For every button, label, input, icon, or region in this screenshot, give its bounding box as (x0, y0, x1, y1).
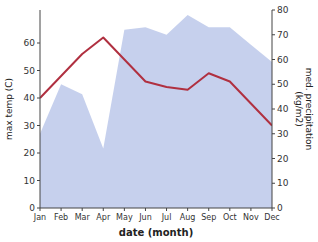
y2-tick-label: 10 (277, 178, 289, 188)
x-tick-label: Jun (138, 213, 152, 222)
x-tick-label: Jan (33, 213, 46, 222)
plot-area (40, 15, 272, 208)
precip-area (40, 15, 272, 208)
x-tick-label: May (116, 213, 133, 222)
y2-tick-label: 50 (277, 79, 289, 89)
y-tick-label: 50 (24, 66, 36, 76)
y2-tick (272, 158, 275, 159)
y-tick-label: 10 (24, 176, 36, 186)
x-tick (272, 208, 273, 211)
y2-tick-label: 60 (277, 55, 289, 65)
x-tick-label: Feb (54, 213, 68, 222)
x-tick-label: Aug (180, 213, 196, 222)
y2-tick (272, 59, 275, 60)
y2-tick (272, 133, 275, 134)
y2-tick-label: 40 (277, 104, 289, 114)
x-tick-label: Mar (75, 213, 91, 222)
y2-axis-label-line: med. precipitation (304, 68, 314, 150)
x-tick (250, 208, 251, 211)
x-axis-label: date (month) (119, 227, 193, 238)
x-tick-label: Apr (96, 213, 111, 222)
y-axis-label: max temp (C) (4, 78, 14, 140)
y2-tick-label: 0 (277, 203, 283, 213)
y2-tick-label: 20 (277, 154, 289, 164)
x-tick (208, 208, 209, 211)
x-tick (61, 208, 62, 211)
y-tick-label: 40 (24, 93, 36, 103)
x-tick-label: Jul (161, 213, 172, 222)
x-tick-label: Dec (264, 213, 279, 222)
y2-axis-label-line: (kg/m2) (294, 91, 304, 126)
y2-tick (272, 10, 275, 11)
x-tick (166, 208, 167, 211)
y-tick-label: 0 (29, 203, 35, 213)
y-tick (37, 70, 40, 71)
y2-tick (272, 183, 275, 184)
y2-tick-label: 80 (277, 5, 289, 15)
y-tick-label: 30 (24, 121, 36, 131)
y2-tick-label: 70 (277, 30, 289, 40)
x-tick-label: Oct (223, 213, 237, 222)
y-tick (37, 180, 40, 181)
x-tick (187, 208, 188, 211)
x-tick-label: Sep (201, 213, 216, 222)
temp-line (40, 38, 272, 126)
y2-axis-label: med. precipitation(kg/m2) (294, 68, 314, 150)
x-tick (124, 208, 125, 211)
x-tick-label: Nov (243, 213, 259, 222)
y-axis-line (40, 10, 41, 208)
x-tick (40, 208, 41, 211)
y-tick (37, 125, 40, 126)
y2-tick (272, 109, 275, 110)
x-axis-line (40, 208, 272, 209)
x-tick (229, 208, 230, 211)
y-tick (37, 43, 40, 44)
chart: 0 10 20 30 40 50 60 0 10 20 30 40 50 60 70 80 Jan Feb Mar A… (0, 0, 318, 242)
y2-tick-label: 30 (277, 129, 289, 139)
y-tick-label: 60 (24, 38, 36, 48)
x-tick (145, 208, 146, 211)
y-tick (37, 98, 40, 99)
y-tick (37, 153, 40, 154)
y-tick-label: 20 (24, 148, 36, 158)
x-tick (82, 208, 83, 211)
y2-tick (272, 84, 275, 85)
x-tick (103, 208, 104, 211)
y2-tick (272, 34, 275, 35)
